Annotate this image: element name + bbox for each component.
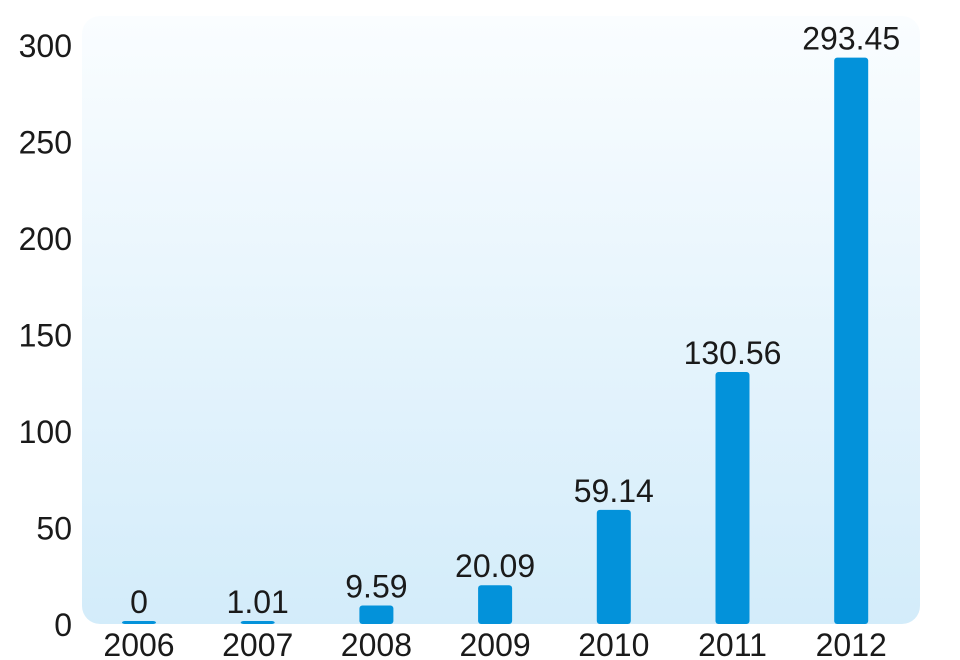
bar-2009	[478, 585, 513, 624]
x-tick-label-2009: 2009	[460, 627, 531, 660]
bar-2010	[596, 509, 631, 624]
data-labels: 0 1.01 9.59 20.09 59.14 130.56 293.45	[130, 21, 900, 620]
y-tick-label: 100	[19, 414, 72, 450]
bar-2008	[359, 605, 394, 624]
y-tick-label: 150	[19, 318, 72, 354]
y-tick-label: 200	[19, 221, 72, 257]
y-tick-label: 300	[19, 28, 72, 64]
x-tick-label-2011: 2011	[698, 627, 767, 660]
bar-2007	[240, 621, 275, 624]
data-label-2012: 293.45	[802, 21, 900, 57]
y-axis-tick-labels: 0 50 100 150 200 250 300	[19, 28, 72, 643]
x-tick-label-2006: 2006	[103, 627, 174, 660]
bar-2011	[715, 372, 750, 624]
x-tick-label-2008: 2008	[341, 627, 412, 660]
data-label-2006: 0	[130, 584, 148, 620]
data-label-2010: 59.14	[574, 473, 654, 509]
x-axis-tick-labels: 2006 2007 2008 2009 2010 2011 2012	[103, 627, 886, 660]
plot-background	[82, 16, 920, 624]
bars	[122, 57, 869, 625]
data-label-2008: 9.59	[345, 568, 407, 604]
data-label-2009: 20.09	[455, 548, 535, 584]
bar-2006	[122, 621, 156, 624]
data-label-2007: 1.01	[227, 584, 289, 620]
x-tick-label-2007: 2007	[222, 627, 293, 660]
y-tick-label: 250	[19, 125, 72, 161]
bar-2012	[834, 57, 869, 625]
y-tick-label: 0	[54, 607, 72, 643]
x-tick-label-2012: 2012	[816, 627, 887, 660]
x-tick-label-2010: 2010	[578, 627, 649, 660]
data-label-2011: 130.56	[684, 335, 782, 371]
y-tick-label: 50	[36, 511, 72, 547]
